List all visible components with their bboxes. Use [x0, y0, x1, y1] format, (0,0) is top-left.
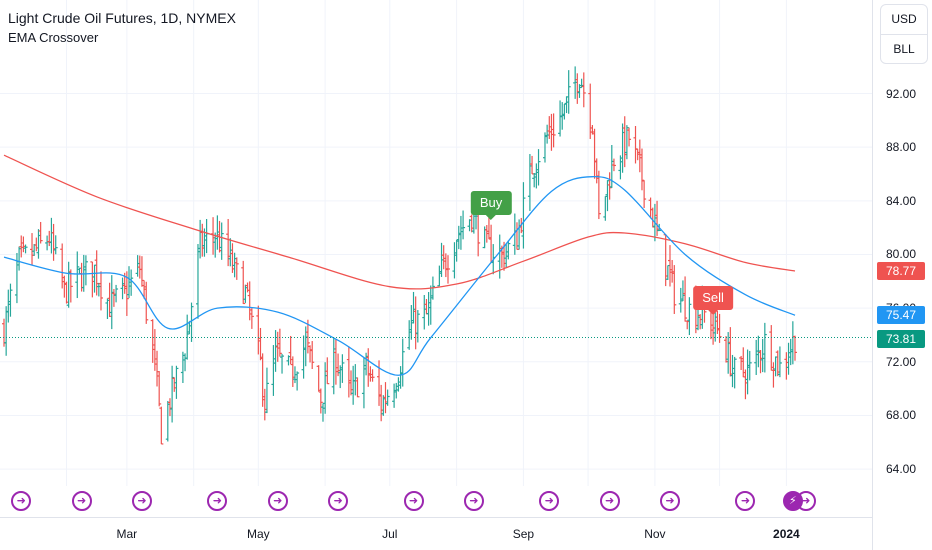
x-tick-label: Sep	[512, 527, 535, 541]
y-tick-label: 92.00	[886, 86, 917, 101]
currency-label[interactable]: USD	[891, 12, 917, 26]
arrow-event-icon[interactable]: ➜	[539, 491, 560, 511]
arrow-event-icon[interactable]: ➜	[599, 491, 620, 511]
arrow-event-icon[interactable]: ➜	[735, 491, 756, 511]
arrow-event-icon[interactable]: ➜	[11, 491, 32, 511]
chart-title: Light Crude Oil Futures, 1D, NYMEX	[8, 10, 236, 26]
x-tick-label: Mar	[116, 527, 138, 541]
arrow-event-icon[interactable]: ➜	[71, 491, 92, 511]
x-tick-label: May	[246, 527, 270, 541]
ohlc-bars	[2, 66, 797, 445]
last-price-tag: 73.81	[877, 330, 925, 348]
arrow-event-icon[interactable]: ➜	[403, 491, 424, 511]
y-tick-label: 72.00	[886, 354, 917, 369]
arrow-event-icon[interactable]: ➜	[267, 491, 288, 511]
y-tick-label: 88.00	[886, 140, 917, 155]
y-tick-label: 80.00	[886, 247, 917, 262]
y-tick-label: 64.00	[886, 462, 917, 477]
unit-label[interactable]: BLL	[881, 34, 927, 64]
ema-short-price-tag: 75.47	[877, 306, 925, 324]
sell-signal-label[interactable]: Sell	[693, 286, 733, 315]
arrow-event-icon[interactable]: ➜	[328, 491, 349, 511]
ema-long-line	[3, 154, 796, 290]
lightning-event-icon[interactable]: ⚡	[782, 491, 803, 511]
arrow-event-icon[interactable]: ➜	[659, 491, 680, 511]
x-tick-label: 2024	[773, 527, 800, 541]
currency-unit-box[interactable]: USD BLL	[880, 4, 928, 64]
x-tick-label: Nov	[644, 527, 666, 541]
y-tick-label: 84.00	[886, 193, 917, 208]
ema-short-line	[3, 176, 796, 376]
buy-signal-label[interactable]: Buy	[470, 191, 512, 220]
ema-long-price-tag: 78.77	[877, 262, 925, 280]
y-tick-label: 68.00	[886, 408, 917, 423]
indicator-label[interactable]: EMA Crossover	[8, 30, 99, 45]
arrow-event-icon[interactable]: ➜	[131, 491, 152, 511]
x-tick-label: Jul	[382, 527, 398, 541]
arrow-event-icon[interactable]: ➜	[207, 491, 228, 511]
arrow-event-icon[interactable]: ➜	[463, 491, 484, 511]
